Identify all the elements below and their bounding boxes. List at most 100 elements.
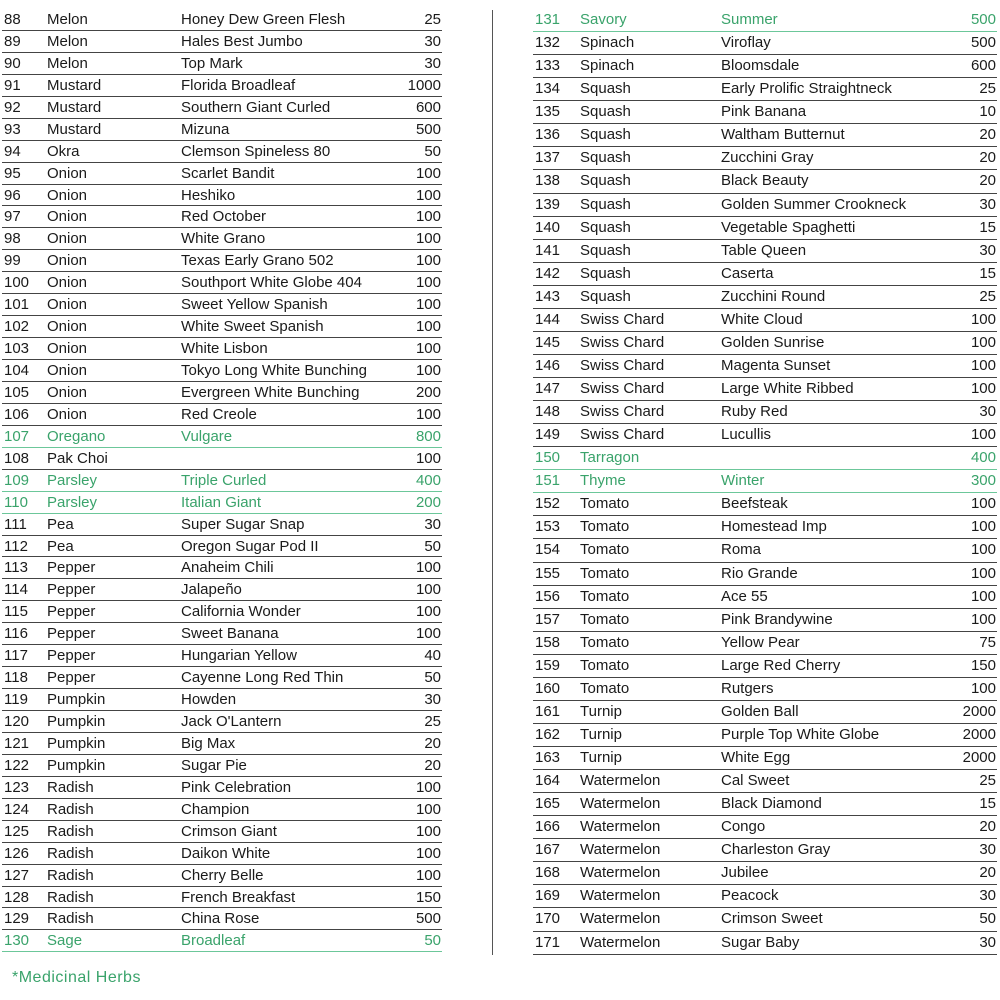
table-row: 102 Onion White Sweet Spanish 100 bbox=[2, 316, 442, 339]
table-row: 126 Radish Daikon White 100 bbox=[2, 843, 442, 865]
crop-name: Squash bbox=[580, 195, 631, 213]
variety-name: Viroflay bbox=[721, 34, 771, 52]
table-row-herb: 131 Savory Summer 500 bbox=[533, 9, 997, 33]
row-number: 88 bbox=[4, 11, 21, 28]
table-row: 165 Watermelon Black Diamond 15 bbox=[533, 793, 997, 817]
variety-name: White Lisbon bbox=[181, 340, 268, 358]
variety-name: Cal Sweet bbox=[721, 772, 790, 790]
table-row-herb: 150 Tarragon 400 bbox=[533, 447, 997, 471]
table-row: 133 Spinach Bloomsdale 600 bbox=[533, 55, 997, 79]
quantity: 500 bbox=[970, 34, 996, 52]
row-number: 90 bbox=[4, 54, 21, 72]
quantity: 100 bbox=[970, 380, 996, 397]
row-number: 147 bbox=[535, 380, 561, 397]
variety-name: Red October bbox=[181, 208, 267, 226]
quantity: 100 bbox=[415, 449, 441, 467]
crop-name: Onion bbox=[47, 296, 88, 314]
table-row: 168 Watermelon Jubilee 20 bbox=[533, 862, 997, 886]
variety-name: Oregon Sugar Pod II bbox=[181, 537, 319, 555]
quantity: 500 bbox=[415, 910, 441, 928]
crop-name: Turnip bbox=[580, 702, 622, 720]
crop-name: Turnip bbox=[580, 749, 622, 766]
table-row: 105 Onion Evergreen White Bunching 200 bbox=[2, 382, 442, 404]
table-row: 145 Swiss Chard Golden Sunrise 100 bbox=[533, 332, 997, 355]
row-number: 133 bbox=[535, 57, 561, 75]
crop-name: Radish bbox=[47, 888, 94, 906]
row-number: 116 bbox=[4, 625, 28, 643]
row-number: 171 bbox=[535, 933, 561, 951]
variety-name: Ruby Red bbox=[721, 403, 788, 421]
row-number: 145 bbox=[535, 333, 561, 351]
quantity: 100 bbox=[970, 610, 996, 628]
crop-name: Pea bbox=[47, 537, 74, 555]
variety-name: Southern Giant Curled bbox=[181, 98, 331, 116]
quantity: 400 bbox=[415, 471, 441, 489]
row-number: 103 bbox=[4, 340, 30, 358]
crop-name: Squash bbox=[580, 80, 631, 98]
variety-name: Zucchini Gray bbox=[721, 149, 814, 167]
quantity: 20 bbox=[979, 864, 996, 882]
table-row: 112 Pea Oregon Sugar Pod II 50 bbox=[2, 536, 442, 558]
crop-name: Tarragon bbox=[580, 449, 640, 467]
table-row: 127 Radish Cherry Belle 100 bbox=[2, 865, 442, 887]
row-number: 146 bbox=[535, 356, 561, 374]
quantity: 30 bbox=[979, 403, 996, 421]
variety-name: Anaheim Chili bbox=[181, 559, 274, 577]
table-row: 171 Watermelon Sugar Baby 30 bbox=[533, 932, 997, 955]
quantity: 100 bbox=[970, 587, 996, 605]
crop-name: Swiss Chard bbox=[580, 380, 665, 397]
crop-name: Tomato bbox=[580, 587, 630, 605]
crop-name: Onion bbox=[47, 230, 88, 248]
table-row-herb: 130 Sage Broadleaf 50 bbox=[2, 930, 442, 953]
row-number: 160 bbox=[535, 679, 561, 697]
table-row: 136 Squash Waltham Butternut 20 bbox=[533, 124, 997, 148]
variety-name: Big Max bbox=[181, 734, 236, 752]
variety-name: Honey Dew Green Flesh bbox=[181, 11, 346, 28]
variety-name: Homestead Imp bbox=[721, 518, 827, 536]
row-number: 152 bbox=[535, 495, 561, 513]
row-number: 159 bbox=[535, 656, 561, 674]
row-number: 134 bbox=[535, 80, 561, 98]
row-number: 102 bbox=[4, 318, 30, 336]
table-row-herb: 110 Parsley Italian Giant 200 bbox=[2, 492, 442, 514]
quantity: 100 bbox=[415, 625, 441, 643]
row-number: 97 bbox=[4, 208, 21, 226]
table-row: 94 Okra Clemson Spineless 80 50 bbox=[2, 141, 442, 163]
quantity: 100 bbox=[415, 559, 441, 577]
row-number: 129 bbox=[4, 910, 30, 928]
quantity: 100 bbox=[415, 274, 441, 292]
variety-name: Bloomsdale bbox=[721, 57, 800, 75]
row-number: 130 bbox=[4, 932, 30, 950]
variety-name: Peacock bbox=[721, 887, 779, 905]
variety-name: Top Mark bbox=[181, 54, 243, 72]
row-number: 121 bbox=[4, 734, 30, 752]
quantity: 500 bbox=[415, 120, 441, 138]
crop-name: Spinach bbox=[580, 34, 635, 52]
variety-name: Charleston Gray bbox=[721, 841, 831, 859]
variety-name: Pink Banana bbox=[721, 103, 807, 121]
variety-name: White Grano bbox=[181, 230, 266, 248]
crop-name: Tomato bbox=[580, 610, 630, 628]
table-row: 89 Melon Hales Best Jumbo 30 bbox=[2, 31, 442, 53]
table-row: 159 Tomato Large Red Cherry 150 bbox=[533, 655, 997, 678]
crop-name: Tomato bbox=[580, 656, 630, 674]
quantity: 600 bbox=[415, 98, 441, 116]
table-row: 124 Radish Champion 100 bbox=[2, 799, 442, 821]
variety-name: Golden Ball bbox=[721, 702, 799, 720]
table-row: 91 Mustard Florida Broadleaf 1000 bbox=[2, 75, 442, 97]
variety-name: Waltham Butternut bbox=[721, 126, 845, 144]
row-number: 100 bbox=[4, 274, 30, 292]
table-row: 139 Squash Golden Summer Crookneck 30 bbox=[533, 194, 997, 217]
variety-name: Hungarian Yellow bbox=[181, 647, 297, 665]
quantity: 20 bbox=[424, 756, 441, 774]
table-row: 120 Pumpkin Jack O'Lantern 25 bbox=[2, 711, 442, 733]
table-row: 154 Tomato Roma 100 bbox=[533, 539, 997, 563]
variety-name: Large White Ribbed bbox=[721, 380, 854, 397]
quantity: 30 bbox=[424, 54, 441, 72]
variety-name: Cayenne Long Red Thin bbox=[181, 669, 344, 687]
crop-name: Pepper bbox=[47, 603, 96, 621]
table-row: 156 Tomato Ace 55 100 bbox=[533, 586, 997, 609]
table-row: 111 Pea Super Sugar Snap 30 bbox=[2, 514, 442, 536]
row-number: 99 bbox=[4, 252, 21, 270]
quantity: 30 bbox=[424, 515, 441, 533]
